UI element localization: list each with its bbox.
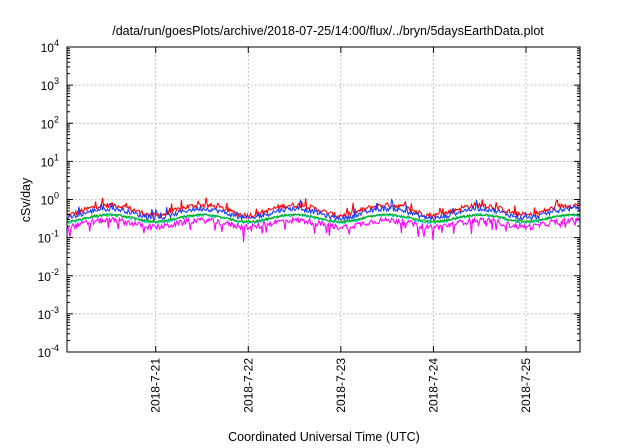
y-tick-label: 101: [41, 152, 59, 169]
series-line: [66, 213, 581, 224]
series-line: [66, 198, 581, 223]
ticks: 10-4 10-3 10-2 10-1 100 101 102 103 104 2018-7-21…: [38, 38, 580, 413]
y-tick-label: 104: [41, 38, 59, 55]
x-tick-label: 2018-7-24: [426, 358, 440, 413]
data-series: [66, 197, 581, 243]
chart-title: /data/run/goesPlots/archive/2018-07-25/1…: [112, 24, 544, 38]
y-tick-label: 102: [41, 114, 59, 131]
x-tick-label: 2018-7-22: [241, 358, 255, 413]
grid-lines: [67, 47, 580, 352]
series-line: [66, 215, 581, 243]
y-tick-label: 103: [41, 76, 59, 93]
y-tick-label: 10-1: [38, 229, 59, 246]
y-axis-label: cSv/day: [19, 177, 33, 222]
x-axis-label: Coordinated Universal Time (UTC): [228, 430, 420, 444]
y-tick-label: 100: [41, 191, 59, 208]
y-tick-label: 10-3: [38, 305, 59, 322]
x-tick-label: 2018-7-21: [149, 358, 163, 413]
x-tick-label: 2018-7-25: [519, 358, 533, 413]
x-tick-label: 2018-7-23: [334, 358, 348, 413]
y-tick-label: 10-2: [38, 267, 59, 284]
y-tick-label: 10-4: [38, 343, 59, 360]
series-line: [67, 197, 581, 220]
